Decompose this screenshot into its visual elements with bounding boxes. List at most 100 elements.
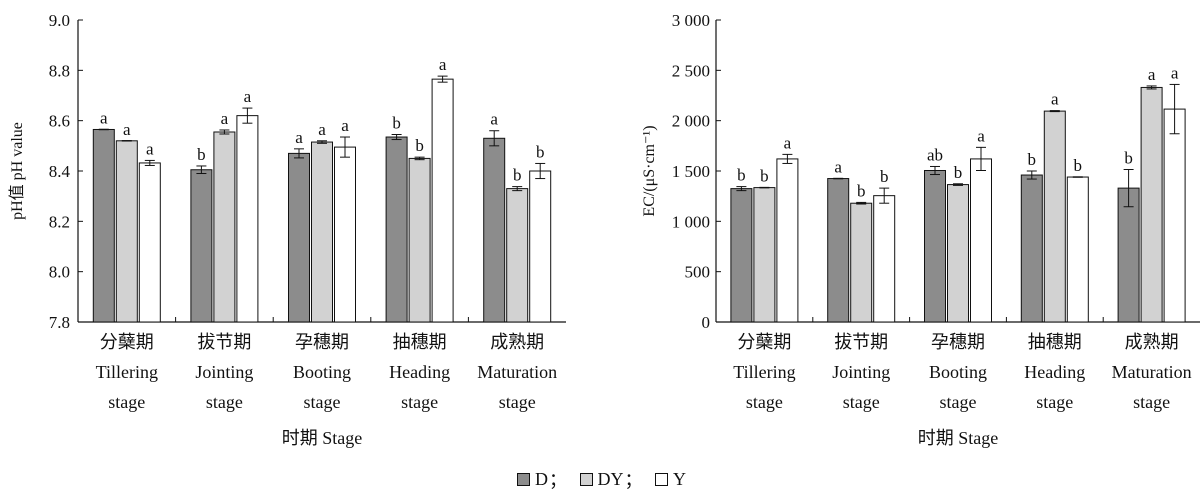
legend-item-dy: DY；	[579, 466, 643, 492]
legend-swatch-d	[517, 472, 530, 486]
significance-label: b	[737, 166, 746, 185]
bar-d	[190, 169, 213, 323]
bar-dy	[1043, 110, 1066, 323]
bar-d	[92, 128, 115, 323]
x-tick-label-en: Jointing	[195, 362, 253, 382]
bar-y	[236, 115, 259, 323]
x-tick-label-en: Tillering	[733, 362, 795, 382]
significance-label: a	[1171, 63, 1179, 82]
bar-dy	[947, 184, 969, 323]
significance-label: b	[954, 163, 963, 182]
bar-d	[827, 178, 850, 323]
y-tick-label: 8.4	[49, 162, 71, 181]
legend-swatch-y	[655, 472, 668, 486]
bar-y	[970, 158, 992, 323]
x-tick-label-en: Tillering	[96, 362, 158, 382]
y-tick-label: 8.2	[49, 212, 70, 231]
significance-label: b	[760, 167, 769, 186]
y-axis-label: pH值 pH value	[8, 122, 26, 220]
bar-dy	[753, 187, 776, 323]
significance-label: ab	[927, 145, 943, 164]
legend-label-y: Y	[673, 468, 686, 489]
y-tick-label: 3 000	[672, 11, 710, 30]
significance-label: a	[221, 109, 229, 128]
bar-dy	[408, 157, 431, 323]
bar-d	[730, 188, 753, 323]
y-tick-label: 0	[702, 313, 711, 332]
x-tick-label-en: Booting	[293, 362, 351, 382]
legend-separator: ；	[549, 470, 567, 490]
y-tick-label: 7.8	[49, 313, 70, 332]
significance-label: b	[857, 181, 866, 200]
bar-y	[873, 195, 896, 323]
bar-dy	[213, 131, 236, 323]
x-tick-label-stage: stage	[499, 392, 536, 412]
x-axis-label: 时期 Stage	[918, 428, 999, 448]
x-axis-label: 时期 Stage	[282, 428, 363, 448]
x-tick-label-cn: 拔节期	[834, 332, 888, 352]
x-tick-label-stage: stage	[1133, 392, 1170, 412]
x-tick-label-en: Maturation	[1112, 362, 1192, 382]
x-tick-label-en: Heading	[389, 362, 450, 382]
bar-dy	[506, 188, 529, 323]
significance-label: a	[1148, 65, 1156, 84]
x-tick-label-en: Maturation	[477, 362, 557, 382]
bar-y	[334, 146, 356, 323]
bar-dy	[115, 140, 138, 323]
significance-label: a	[834, 158, 842, 177]
significance-label: b	[1028, 150, 1037, 169]
x-tick-label-stage: stage	[843, 392, 880, 412]
y-tick-label: 1 500	[672, 162, 710, 181]
x-tick-label-cn: 孕穗期	[931, 332, 985, 352]
bar-y	[138, 162, 161, 323]
x-tick-label-stage: stage	[108, 392, 145, 412]
legend-label-dy: DY	[597, 468, 624, 489]
y-tick-label: 500	[685, 263, 711, 282]
legend-separator: ；	[624, 470, 643, 490]
ec-chart: 0 500 1 000 1 500 2 000 2 500 3 000 EC/(μS·cm⁻¹…	[641, 11, 1200, 448]
x-tick-label-cn: 拔节期	[197, 332, 251, 352]
significance-label: b	[1124, 148, 1133, 167]
x-tick-label-en: Jointing	[832, 362, 890, 382]
legend-item-d: D；	[517, 466, 567, 492]
x-tick-label-stage: stage	[746, 392, 783, 412]
significance-label: a	[244, 87, 252, 106]
x-tick-label-cn: 成熟期	[490, 332, 544, 352]
bar-y	[431, 78, 454, 323]
legend: D； DY； Y	[0, 466, 1203, 492]
significance-label: b	[880, 167, 889, 186]
x-tick-label-stage: stage	[940, 392, 977, 412]
significance-label: a	[146, 139, 154, 158]
legend-label-d: D	[535, 468, 548, 489]
x-tick-label-cn: 孕穗期	[295, 332, 349, 352]
bar-d	[924, 169, 946, 323]
significance-label: a	[1051, 90, 1059, 109]
significance-label: b	[1074, 156, 1083, 175]
significance-label: a	[123, 120, 131, 139]
bar-y	[529, 170, 552, 323]
y-axis-label: EC/(μS·cm⁻¹)	[641, 125, 658, 216]
y-tick-label: 8.6	[49, 112, 70, 131]
significance-label: a	[295, 128, 303, 147]
significance-label: b	[415, 136, 424, 155]
y-tick-label: 9.0	[49, 11, 70, 30]
bar-y	[1163, 108, 1186, 323]
x-tick-label-cn: 抽穗期	[393, 332, 447, 352]
significance-label: b	[513, 166, 522, 185]
significance-label: a	[977, 126, 985, 145]
significance-label: b	[536, 142, 545, 161]
ph-chart: 7.8 8.0 8.2 8.4 8.6 8.8 9.0 pH值 pH value 分蘖期 Till…	[8, 11, 566, 448]
y-tick-label: 2 000	[672, 112, 710, 131]
x-tick-label-stage: stage	[206, 392, 243, 412]
x-tick-label-cn: 分蘖期	[100, 332, 154, 352]
x-tick-label-cn: 抽穗期	[1028, 332, 1082, 352]
bar-dy	[850, 202, 873, 323]
bar-dy	[1140, 86, 1163, 323]
x-tick-label-cn: 成熟期	[1125, 332, 1179, 352]
bar-y	[776, 158, 799, 323]
bar-d	[288, 152, 310, 323]
bar-d	[483, 137, 506, 323]
bar-y	[1066, 176, 1089, 323]
x-tick-label-stage: stage	[401, 392, 438, 412]
